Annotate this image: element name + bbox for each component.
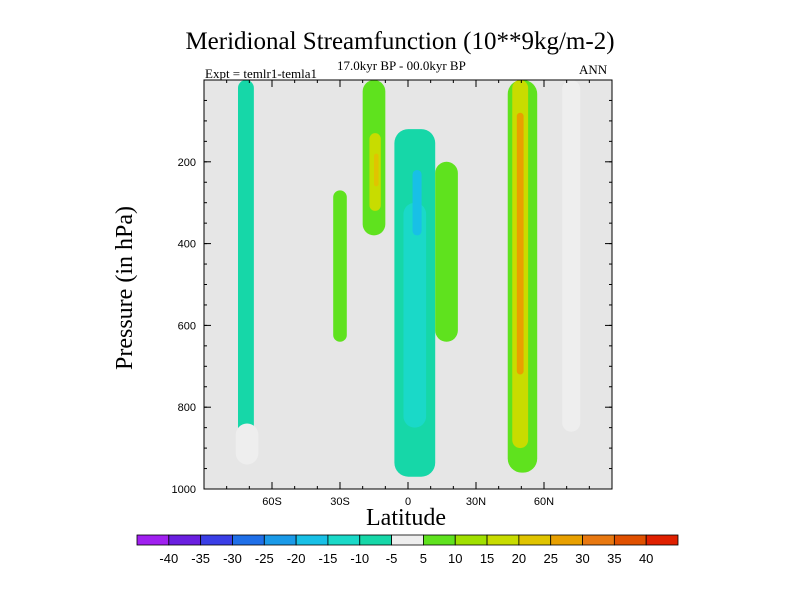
colorbar-label: -15 — [319, 551, 338, 566]
contour-positive-column-45n-core — [516, 112, 524, 375]
colorbar-label: -25 — [255, 551, 274, 566]
colorbar-swatch — [359, 534, 392, 546]
colorbar-label: -35 — [191, 551, 210, 566]
colorbar: -40 -35 -30 -25 -20 -15 -10 -5 5 10 15 20 25 30 35 40 — [136, 534, 679, 566]
x-tick-label: 60S — [262, 496, 282, 508]
colorbar-swatch — [486, 534, 520, 546]
contour-positive-column-10n — [435, 161, 458, 342]
colorbar-swatch — [200, 534, 233, 546]
colorbar-swatch — [645, 534, 679, 546]
chart-subtitle: 17.0kyr BP - 00.0kyr BP — [337, 58, 466, 73]
contour-negative-column-60s — [238, 80, 254, 463]
y-tick-label: 600 — [178, 320, 196, 332]
contour-negative-column-70n — [562, 80, 581, 432]
colorbar-swatch — [136, 534, 170, 546]
season-label: ANN — [579, 62, 608, 77]
colorbar-swatch — [454, 534, 488, 546]
plot-area — [204, 80, 612, 489]
contour-positive-column-30s — [333, 190, 347, 342]
colorbar-label: 35 — [607, 551, 621, 566]
y-tick-label: 1000 — [172, 484, 196, 496]
colorbar-label: 30 — [575, 551, 589, 566]
colorbar-swatch — [423, 534, 456, 546]
colorbar-label: 40 — [639, 551, 653, 566]
x-axis-label: Latitude — [366, 505, 446, 531]
contour-negative-column-60s-tail — [235, 423, 259, 465]
colorbar-label: 15 — [480, 551, 494, 566]
colorbar-swatch — [582, 534, 615, 546]
contour-negative-equatorial-core — [403, 202, 427, 428]
colorbar-label: -30 — [223, 551, 242, 566]
colorbar-label: -5 — [386, 551, 398, 566]
experiment-label: Expt = temlr1-temla1 — [205, 66, 318, 81]
colorbar-label: -10 — [350, 551, 369, 566]
colorbar-swatch — [295, 534, 329, 546]
x-tick-label: 30S — [330, 496, 350, 508]
contour-negative-equatorial-max — [412, 169, 422, 236]
axes: 60S 30S 0 30N 60N 200 400 600 800 1000 — [172, 79, 613, 508]
colorbar-swatch — [613, 534, 647, 546]
y-tick-label: 200 — [178, 157, 196, 169]
colorbar-label: -20 — [287, 551, 306, 566]
x-tick-label: 60N — [534, 496, 554, 508]
colorbar-swatch — [168, 534, 202, 546]
colorbar-swatch — [391, 534, 424, 546]
colorbar-swatch — [232, 534, 265, 546]
colorbar-label: 5 — [420, 551, 427, 566]
contour-positive-column-20s-max — [374, 153, 379, 187]
y-tick-label: 800 — [178, 402, 196, 414]
x-tick-label: 30N — [466, 496, 486, 508]
colorbar-swatch — [550, 534, 583, 546]
x-tick-label: 0 — [405, 496, 411, 508]
colorbar-label: -40 — [159, 551, 178, 566]
chart-title: Meridional Streamfunction (10**9kg/m-2) — [185, 28, 615, 55]
colorbar-swatch — [327, 534, 361, 546]
colorbar-label: 10 — [448, 551, 462, 566]
colorbar-label: 20 — [512, 551, 526, 566]
colorbar-swatch — [518, 534, 552, 546]
y-tick-label: 400 — [178, 239, 196, 251]
colorbar-swatch — [263, 534, 297, 546]
colorbar-label: 25 — [543, 551, 557, 566]
